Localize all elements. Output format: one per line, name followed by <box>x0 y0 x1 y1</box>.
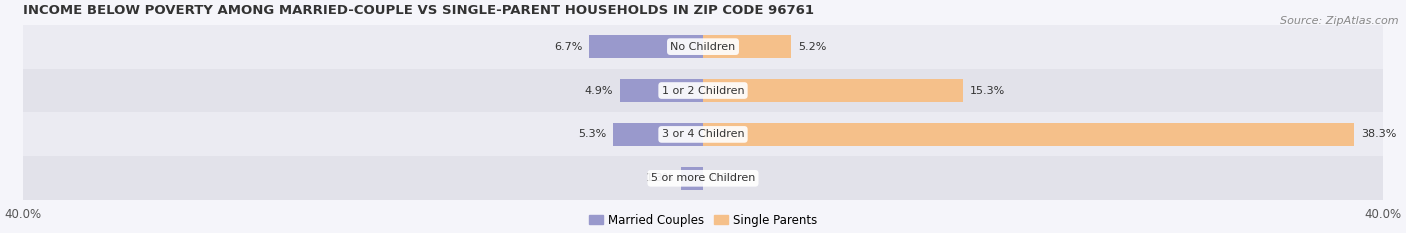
Bar <box>613 123 703 146</box>
Bar <box>22 113 1384 156</box>
Bar <box>22 25 1384 69</box>
Text: Source: ZipAtlas.com: Source: ZipAtlas.com <box>1281 16 1399 26</box>
Bar <box>620 79 703 102</box>
Text: 4.9%: 4.9% <box>585 86 613 96</box>
Text: 1.3%: 1.3% <box>645 173 673 183</box>
Text: 38.3%: 38.3% <box>1361 129 1396 139</box>
Text: 6.7%: 6.7% <box>554 42 582 52</box>
Text: INCOME BELOW POVERTY AMONG MARRIED-COUPLE VS SINGLE-PARENT HOUSEHOLDS IN ZIP COD: INCOME BELOW POVERTY AMONG MARRIED-COUPL… <box>22 4 814 17</box>
Text: 3 or 4 Children: 3 or 4 Children <box>662 129 744 139</box>
Text: 5.2%: 5.2% <box>799 42 827 52</box>
Text: 1 or 2 Children: 1 or 2 Children <box>662 86 744 96</box>
Text: No Children: No Children <box>671 42 735 52</box>
Text: 0.0%: 0.0% <box>710 173 738 183</box>
Bar <box>22 69 1384 113</box>
Text: 5.3%: 5.3% <box>578 129 606 139</box>
Bar <box>681 167 703 190</box>
Bar <box>703 123 1354 146</box>
Legend: Married Couples, Single Parents: Married Couples, Single Parents <box>586 211 820 229</box>
Bar <box>589 35 703 58</box>
Bar <box>703 79 963 102</box>
Bar <box>703 35 792 58</box>
Text: 5 or more Children: 5 or more Children <box>651 173 755 183</box>
Bar <box>22 156 1384 200</box>
Text: 15.3%: 15.3% <box>970 86 1005 96</box>
